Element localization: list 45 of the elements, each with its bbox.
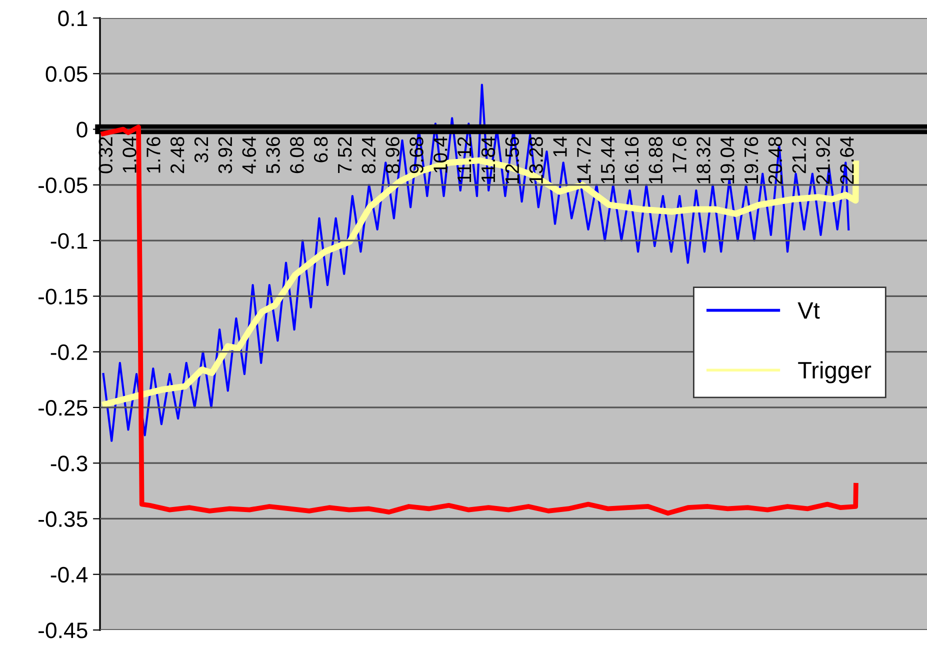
- y-tick-label: 0.05: [46, 66, 88, 82]
- x-tick-label: 22.64: [840, 136, 854, 184]
- x-tick-label: 5.36: [266, 137, 280, 174]
- x-tick-label: 1.76: [146, 137, 160, 173]
- x-tick-label: 12.56: [505, 137, 520, 184]
- y-tick-label: -0.4: [50, 566, 88, 583]
- x-tick-label: 20.48: [768, 137, 782, 184]
- y-tick-label: -0.05: [38, 177, 88, 194]
- x-tick-label: 21.2: [792, 137, 806, 174]
- legend-label: Trigger: [798, 361, 872, 384]
- x-tick-label: 11.12: [457, 137, 472, 182]
- y-tick-label: -0.2: [50, 344, 88, 360]
- x-tick-label: 14: [553, 136, 567, 156]
- x-tick-label: 15.44: [601, 136, 615, 184]
- y-tick-label: -0.15: [38, 288, 88, 304]
- y-tick-label: -0.35: [38, 511, 88, 527]
- x-tick-label: 7.52: [338, 137, 352, 174]
- x-tick-label: 3.92: [218, 137, 232, 174]
- x-tick-label: 2.48: [170, 137, 184, 174]
- x-tick-label: 8.96: [386, 137, 400, 174]
- y-tick-label: -0.25: [38, 400, 88, 416]
- x-tick-label: 10.4: [434, 136, 448, 173]
- y-tick-label: -0.1: [50, 233, 88, 249]
- x-tick-label: 13.28: [529, 137, 543, 184]
- x-tick-label: 21.92: [816, 137, 830, 184]
- x-tick-label: 17.6: [672, 137, 686, 173]
- x-tick-label: 19.04: [720, 136, 734, 184]
- y-tick-label: -0.45: [38, 622, 88, 638]
- x-tick-label: 16.88: [648, 137, 663, 184]
- y-tick-label: 0.1: [58, 10, 88, 26]
- legend-label: Vt: [798, 302, 820, 319]
- x-tick-label: 9.68: [410, 137, 424, 174]
- x-tick-label: 6.8: [314, 137, 328, 162]
- x-tick-label: 16.16: [624, 137, 639, 184]
- y-tick-label: 0: [76, 122, 88, 138]
- x-tick-label: 11.84: [481, 136, 496, 182]
- x-tick-label: 3.2: [194, 137, 208, 163]
- x-tick-label: 1.04: [122, 136, 136, 173]
- x-tick-label: 4.64: [242, 136, 256, 174]
- x-tick-label: 8.24: [362, 136, 376, 174]
- y-tick-label: -0.3: [50, 456, 88, 472]
- x-tick-label: 6.08: [290, 137, 304, 174]
- x-tick-label: 14.72: [577, 137, 591, 184]
- x-tick-label: 18.32: [696, 137, 710, 184]
- x-tick-label: 19.76: [744, 137, 758, 184]
